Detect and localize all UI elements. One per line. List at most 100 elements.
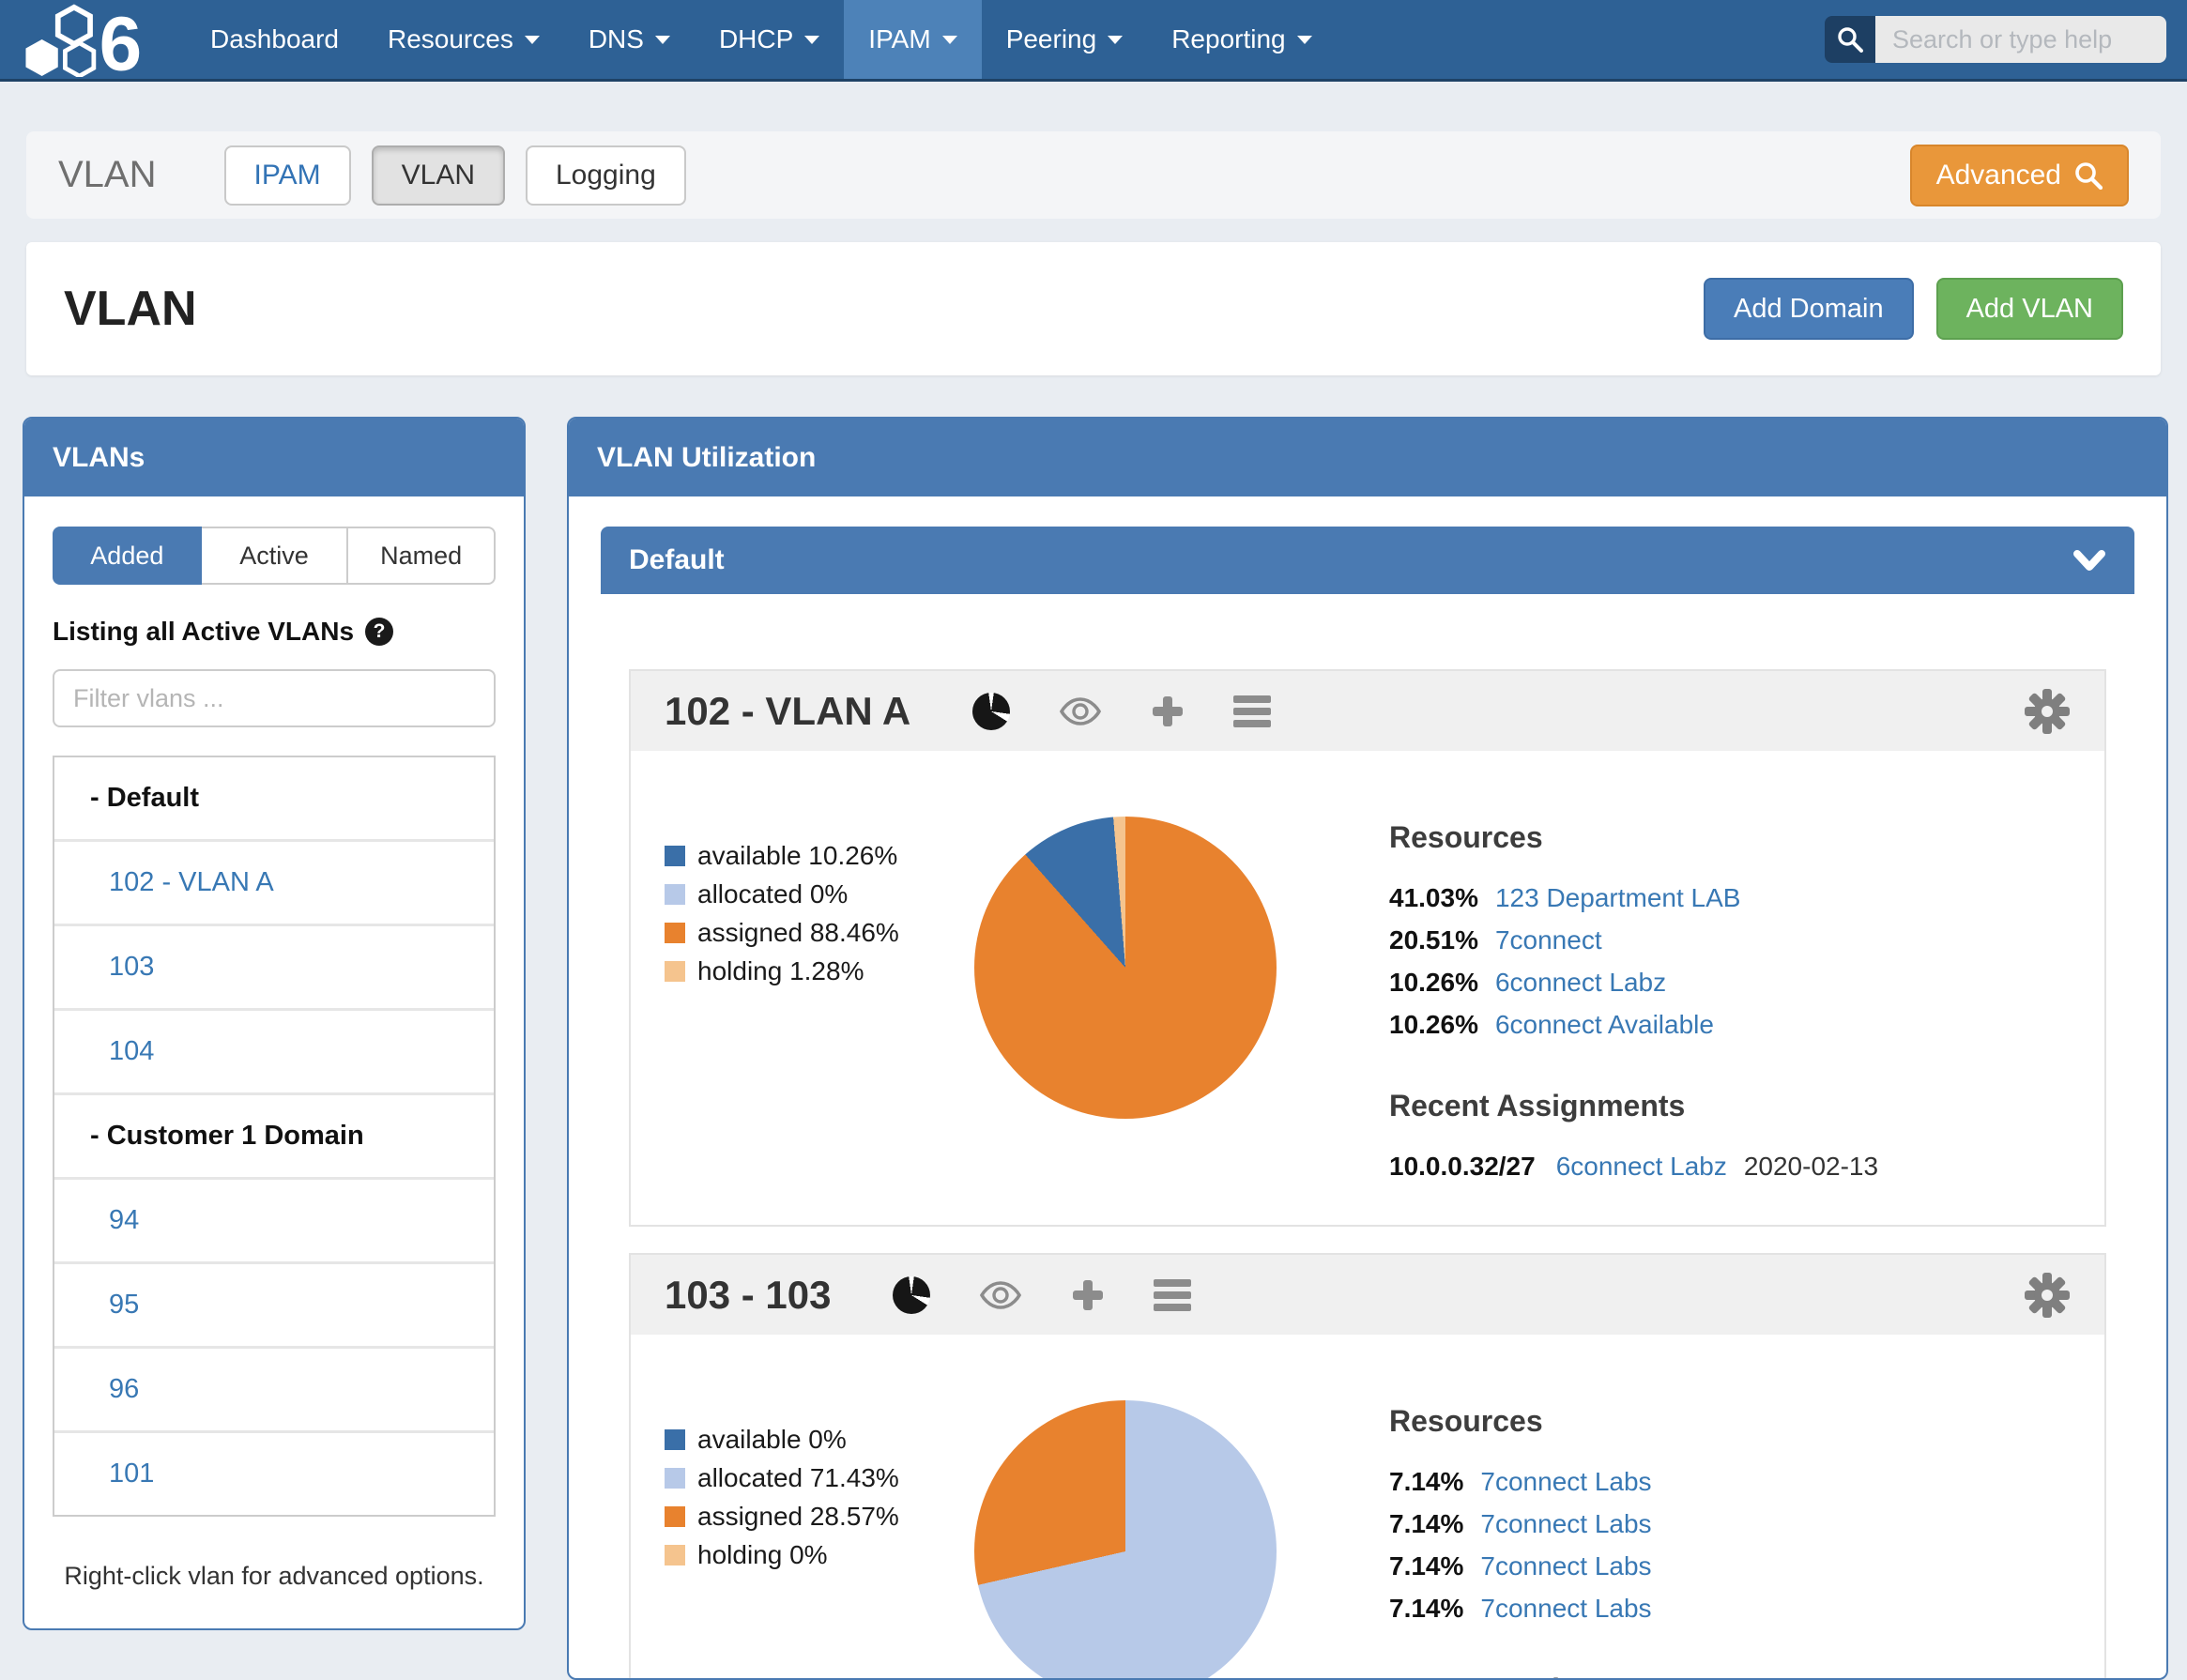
eye-icon[interactable] <box>979 1280 1022 1310</box>
recent-assignment-row: 10.0.0.32/27 6connect Labz 2020-02-13 <box>1389 1152 1879 1181</box>
pie-chart-icon[interactable] <box>893 1275 931 1314</box>
resource-row: 10.26% 6connect Available <box>1389 1010 1714 1039</box>
recent-assignments-heading: Recent Assignments <box>1389 1089 1686 1123</box>
gear-icon[interactable] <box>2024 688 2071 735</box>
gear-icon[interactable] <box>2024 1272 2071 1319</box>
plus-icon[interactable] <box>1151 695 1185 728</box>
chevron-down-icon[interactable] <box>2072 547 2106 573</box>
vlan-list-item[interactable]: 102 - VLAN A <box>54 842 494 926</box>
page-header: VLAN Add Domain Add VLAN <box>26 242 2161 375</box>
nav-peering[interactable]: Peering <box>982 0 1148 79</box>
eye-icon[interactable] <box>1059 696 1102 726</box>
breadcrumb: VLAN IPAM VLAN Logging Advanced <box>26 131 2161 219</box>
legend-swatch <box>665 923 685 943</box>
vlan-list-item[interactable]: 96 <box>54 1349 494 1433</box>
tab-logging[interactable]: Logging <box>526 145 686 206</box>
magnifier-icon <box>2075 161 2103 190</box>
vlans-panel: VLANs Added Active Named Listing all Act… <box>23 417 526 1630</box>
pie-legend: available 10.26% allocated 0% assigned 8… <box>665 817 974 1182</box>
add-vlan-button[interactable]: Add VLAN <box>1935 278 2123 340</box>
resources-heading: Resources <box>1389 820 1543 854</box>
search-icon[interactable] <box>1825 16 1875 63</box>
caret-down-icon <box>1108 35 1124 44</box>
resource-link[interactable]: 7connect Labs <box>1480 1594 1652 1623</box>
caret-down-icon <box>524 35 540 44</box>
vlan-list: - Default 102 - VLAN A 103 104 - Custome… <box>53 756 496 1517</box>
resource-row: 7.14% 7connect Labs <box>1389 1467 1652 1496</box>
vlan-utilization-panel: VLAN Utilization Default 102 - VLAN A <box>567 417 2168 1680</box>
caret-down-icon <box>654 35 670 44</box>
tab-vlan[interactable]: VLAN <box>371 145 505 206</box>
utilization-pie-chart <box>974 1400 1277 1678</box>
legend-swatch <box>665 846 685 866</box>
tab-ipam[interactable]: IPAM <box>223 145 351 206</box>
resource-row: 7.14% 7connect Labs <box>1389 1509 1652 1538</box>
resource-link[interactable]: 7connect Labs <box>1480 1509 1652 1538</box>
domain-default-header[interactable]: Default <box>601 527 2134 594</box>
assignment-link[interactable]: 6connect Labz <box>1555 1152 1727 1181</box>
nav-dashboard[interactable]: Dashboard <box>210 24 339 53</box>
page-title: VLAN <box>64 282 197 336</box>
tab-active[interactable]: Active <box>201 527 347 585</box>
nav-resources[interactable]: Resources <box>363 0 564 79</box>
vlan-group-customer1[interactable]: - Customer 1 Domain <box>54 1095 494 1180</box>
sidebar-footer-note: Right-click vlan for advanced options. <box>64 1562 484 1590</box>
listing-label: Listing all Active VLANs ? <box>53 617 496 647</box>
recent-assignments-heading: Recent Assignments <box>1389 1672 2076 1678</box>
legend-swatch <box>665 1545 685 1565</box>
6connect-logo-icon: 6 <box>21 0 161 79</box>
top-navbar: 6 Dashboard Resources DNS DHCP IPAM Peer… <box>0 0 2187 82</box>
vlans-panel-header: VLANs <box>24 419 524 496</box>
tab-added[interactable]: Added <box>53 527 202 585</box>
resource-link[interactable]: 7connect Labs <box>1480 1551 1652 1581</box>
resource-row: 20.51% 7connect <box>1389 925 1602 955</box>
help-icon[interactable]: ? <box>365 618 394 646</box>
nav-dns[interactable]: DNS <box>564 0 695 79</box>
resource-row: 7.14% 7connect Labs <box>1389 1551 1652 1581</box>
resource-row: 41.03% 123 Department LAB <box>1389 883 1741 912</box>
vlan-list-item[interactable]: 101 <box>54 1433 494 1515</box>
utilization-pie-chart <box>974 817 1277 1119</box>
filter-vlans-input[interactable] <box>53 669 496 727</box>
nav-dhcp[interactable]: DHCP <box>695 0 844 79</box>
vlan-list-item[interactable]: 95 <box>54 1264 494 1349</box>
vlan-view-tabs: Added Active Named <box>53 527 497 585</box>
vlan-card-title: 102 - VLAN A <box>665 688 911 733</box>
vlan-card-102: 102 - VLAN A <box>629 669 2106 1227</box>
caret-down-icon <box>804 35 820 44</box>
resource-link[interactable]: 6connect Available <box>1494 1010 1714 1039</box>
global-search-input[interactable] <box>1875 16 2166 63</box>
global-search <box>1825 0 2166 79</box>
vlan-card-title: 103 - 103 <box>665 1272 832 1317</box>
resource-link[interactable]: 7connect Labs <box>1480 1467 1652 1496</box>
vlan-list-item[interactable]: 104 <box>54 1011 494 1095</box>
legend-swatch <box>665 961 685 982</box>
list-bars-icon[interactable] <box>1233 695 1272 727</box>
vlan-list-item[interactable]: 94 <box>54 1180 494 1264</box>
plus-icon[interactable] <box>1071 1278 1105 1312</box>
add-domain-button[interactable]: Add Domain <box>1703 278 1914 340</box>
resource-link[interactable]: 6connect Labz <box>1494 968 1667 997</box>
vlan-utilization-header: VLAN Utilization <box>569 419 2166 496</box>
advanced-search-button[interactable]: Advanced <box>1909 144 2129 206</box>
resource-link[interactable]: 7connect <box>1494 925 1602 955</box>
breadcrumb-title: VLAN <box>58 154 157 195</box>
resources-heading: Resources <box>1389 1404 1543 1438</box>
legend-swatch <box>665 1506 685 1527</box>
resource-row: 7.14% 7connect Labs <box>1389 1594 1652 1623</box>
pie-chart-icon[interactable] <box>972 692 1011 730</box>
domain-default-body: 102 - VLAN A <box>601 594 2134 1678</box>
legend-swatch <box>665 1468 685 1489</box>
section-tabs: IPAM VLAN Logging <box>223 145 686 206</box>
tab-named[interactable]: Named <box>346 527 497 585</box>
caret-down-icon <box>1296 35 1312 44</box>
resource-link[interactable]: 123 Department LAB <box>1494 883 1741 912</box>
pie-legend: available 0% allocated 71.43% assigned 2… <box>665 1400 974 1678</box>
resource-row: 10.26% 6connect Labz <box>1389 968 1667 997</box>
legend-swatch <box>665 884 685 905</box>
vlan-list-item[interactable]: 103 <box>54 926 494 1011</box>
vlan-group-default[interactable]: - Default <box>54 757 494 842</box>
list-bars-icon[interactable] <box>1154 1278 1192 1311</box>
nav-ipam[interactable]: IPAM <box>844 0 982 79</box>
nav-reporting[interactable]: Reporting <box>1147 0 1336 79</box>
